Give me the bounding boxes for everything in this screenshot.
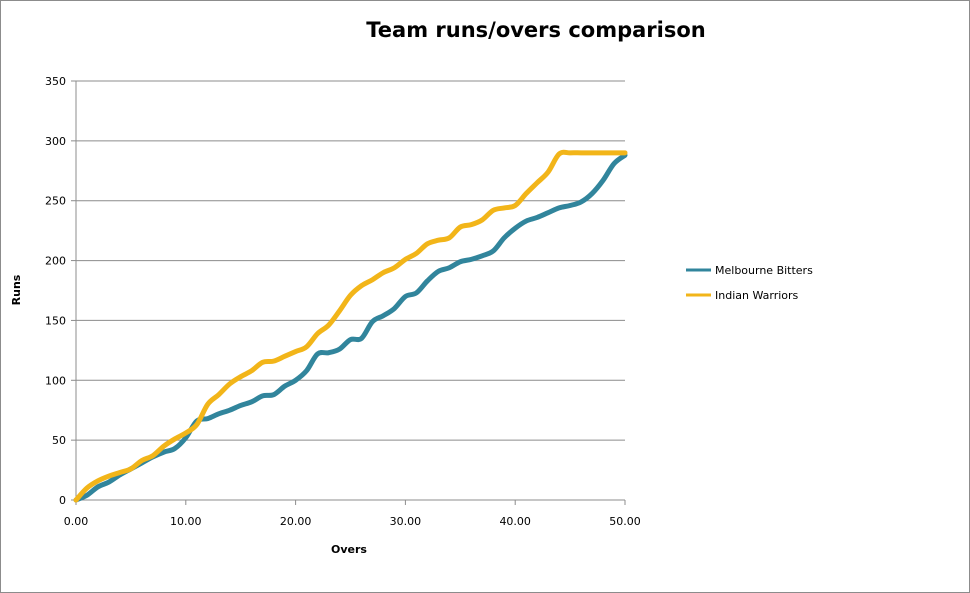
- x-tick-label: 50.00: [609, 515, 641, 528]
- y-axis-title: Runs: [10, 274, 23, 305]
- y-tick-label: 350: [45, 75, 66, 88]
- x-tick-label: 20.00: [280, 515, 312, 528]
- series-line-indian-warriors: [73, 149, 628, 503]
- x-tick-label: 0.00: [64, 515, 89, 528]
- legend: Melbourne Bitters Indian Warriors: [686, 264, 813, 302]
- legend-label-indian-warriors: Indian Warriors: [715, 289, 799, 302]
- x-tick-label: 40.00: [499, 515, 531, 528]
- y-tick-label: 0: [59, 494, 66, 507]
- x-tick-label: 10.00: [170, 515, 202, 528]
- x-axis-ticks: 0.00 10.00 20.00 30.00 40.00 50.00: [64, 500, 641, 528]
- y-axis-ticks: 0 50 100 150 200 250 300 350: [45, 75, 76, 507]
- axes: [75, 81, 625, 501]
- y-tick-label: 200: [45, 255, 66, 268]
- y-tick-label: 300: [45, 135, 66, 148]
- y-tick-label: 150: [45, 314, 66, 327]
- gridlines: [76, 80, 625, 441]
- legend-label-melbourne-bitters: Melbourne Bitters: [715, 264, 813, 277]
- chart-title: Team runs/overs comparison: [366, 18, 706, 42]
- series-line-melbourne-bitters: [73, 152, 628, 503]
- y-tick-label: 100: [45, 374, 66, 387]
- y-tick-label: 50: [52, 434, 66, 447]
- y-tick-label: 250: [45, 195, 66, 208]
- x-tick-label: 30.00: [390, 515, 422, 528]
- series-lines: [73, 149, 628, 503]
- x-axis-title: Overs: [331, 543, 367, 556]
